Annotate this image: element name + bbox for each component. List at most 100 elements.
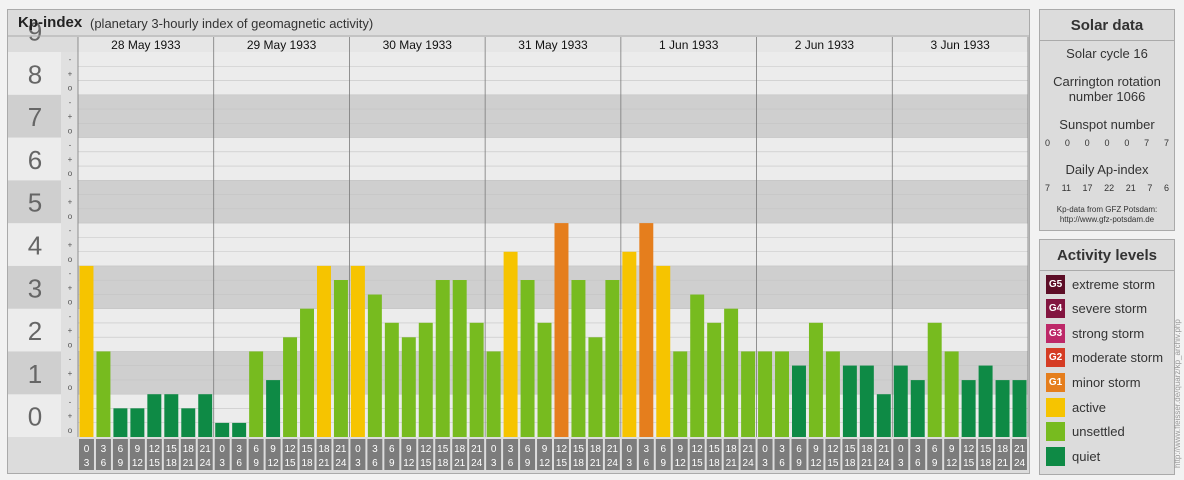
level-label: moderate storm (1072, 350, 1164, 366)
interval-cell (604, 439, 620, 470)
kp-bar (571, 280, 586, 437)
interval-end: 21 (861, 458, 873, 469)
interval-cell (995, 439, 1011, 470)
kp-bar (469, 322, 484, 437)
minor-tick-label: + (68, 155, 73, 164)
interval-start: 21 (1014, 444, 1026, 455)
interval-end: 18 (301, 458, 313, 469)
kp-bar (232, 422, 247, 437)
interval-start: 12 (420, 444, 432, 455)
interval-cell (706, 439, 722, 470)
interval-end: 6 (644, 458, 650, 469)
interval-start: 3 (236, 444, 242, 455)
kp-bar (401, 337, 416, 437)
date-label: 28 May 1933 (111, 38, 181, 52)
minor-tick-label: - (69, 183, 72, 192)
interval-end: 12 (675, 458, 687, 469)
date-label: 29 May 1933 (247, 38, 317, 52)
interval-cell (655, 439, 671, 470)
interval-start: 9 (135, 444, 141, 455)
interval-start: 3 (915, 444, 921, 455)
kp-bar (317, 265, 331, 437)
interval-start: 6 (118, 444, 124, 455)
minor-tick-label: o (68, 169, 73, 178)
interval-end: 3 (898, 458, 904, 469)
interval-start: 18 (318, 444, 330, 455)
sunspot-values: 0 0 0 0 0 7 7 (1045, 138, 1169, 148)
interval-cell (808, 439, 824, 470)
interval-end: 3 (627, 458, 633, 469)
kp-bar (910, 380, 925, 437)
ap-value: 22 (1104, 183, 1115, 193)
kp-bar (503, 251, 518, 437)
interval-start: 6 (253, 444, 259, 455)
minor-tick-label: - (69, 141, 72, 150)
interval-cell (384, 439, 400, 470)
ap-label: Daily Ap-index (1065, 162, 1149, 177)
interval-end: 21 (726, 458, 738, 469)
interval-end: 12 (132, 458, 144, 469)
interval-cell (876, 439, 892, 470)
kp-bar (792, 365, 806, 437)
date-label: 1 Jun 1933 (659, 38, 719, 52)
interval-end: 24 (743, 458, 755, 469)
divider (1040, 40, 1174, 41)
interval-end: 21 (997, 458, 1009, 469)
kp-bar (249, 351, 264, 437)
interval-start: 12 (556, 444, 568, 455)
plot-band-2 (78, 308, 1028, 352)
level-item: G3 strong storm (1046, 323, 1144, 343)
interval-start: 21 (607, 444, 619, 455)
minor-tick-label: - (69, 98, 72, 107)
interval-end: 15 (420, 458, 432, 469)
level-swatch (1046, 422, 1065, 442)
interval-end: 12 (810, 458, 822, 469)
interval-start: 15 (166, 444, 178, 455)
interval-start: 21 (200, 444, 212, 455)
kp-bar (384, 322, 399, 437)
plot-band-5 (78, 180, 1028, 224)
y-tick-label: 5 (28, 188, 42, 218)
minor-tick-label: - (69, 312, 72, 321)
interval-end: 18 (166, 458, 178, 469)
interval-start: 9 (270, 444, 276, 455)
minor-tick-label: + (68, 198, 73, 207)
interval-end: 12 (403, 458, 415, 469)
y-tick-label: 3 (28, 273, 42, 303)
kp-bar (164, 394, 179, 437)
interval-end: 15 (284, 458, 296, 469)
interval-start: 21 (335, 444, 347, 455)
kp-bar (435, 280, 450, 437)
divider (1040, 270, 1174, 271)
interval-end: 3 (762, 458, 768, 469)
interval-start: 6 (796, 444, 802, 455)
interval-cell (621, 439, 637, 470)
interval-start: 3 (508, 444, 514, 455)
kp-bar (842, 365, 857, 437)
y-band-6 (8, 137, 61, 181)
kp-bar (961, 380, 976, 437)
interval-cell (418, 439, 434, 470)
kp-bar (554, 223, 569, 437)
kp-bar (147, 394, 162, 437)
interval-start: 12 (827, 444, 839, 455)
interval-end: 24 (200, 458, 212, 469)
kp-bar (181, 408, 196, 437)
interval-cell (723, 439, 739, 470)
interval-start: 9 (542, 444, 548, 455)
interval-start: 9 (677, 444, 683, 455)
solar-cycle: Solar cycle 16 (1066, 46, 1148, 61)
y-band-5 (8, 180, 61, 224)
kp-bar (215, 422, 230, 437)
interval-start: 9 (813, 444, 819, 455)
level-swatch (1046, 397, 1065, 417)
interval-start: 3 (644, 444, 650, 455)
kp-bar (198, 394, 213, 437)
interval-cell (214, 439, 230, 470)
interval-start: 18 (997, 444, 1009, 455)
interval-cell (350, 439, 366, 470)
interval-end: 18 (709, 458, 721, 469)
plot-band-7 (78, 94, 1028, 138)
sunspot-value: 0 (1064, 138, 1070, 148)
